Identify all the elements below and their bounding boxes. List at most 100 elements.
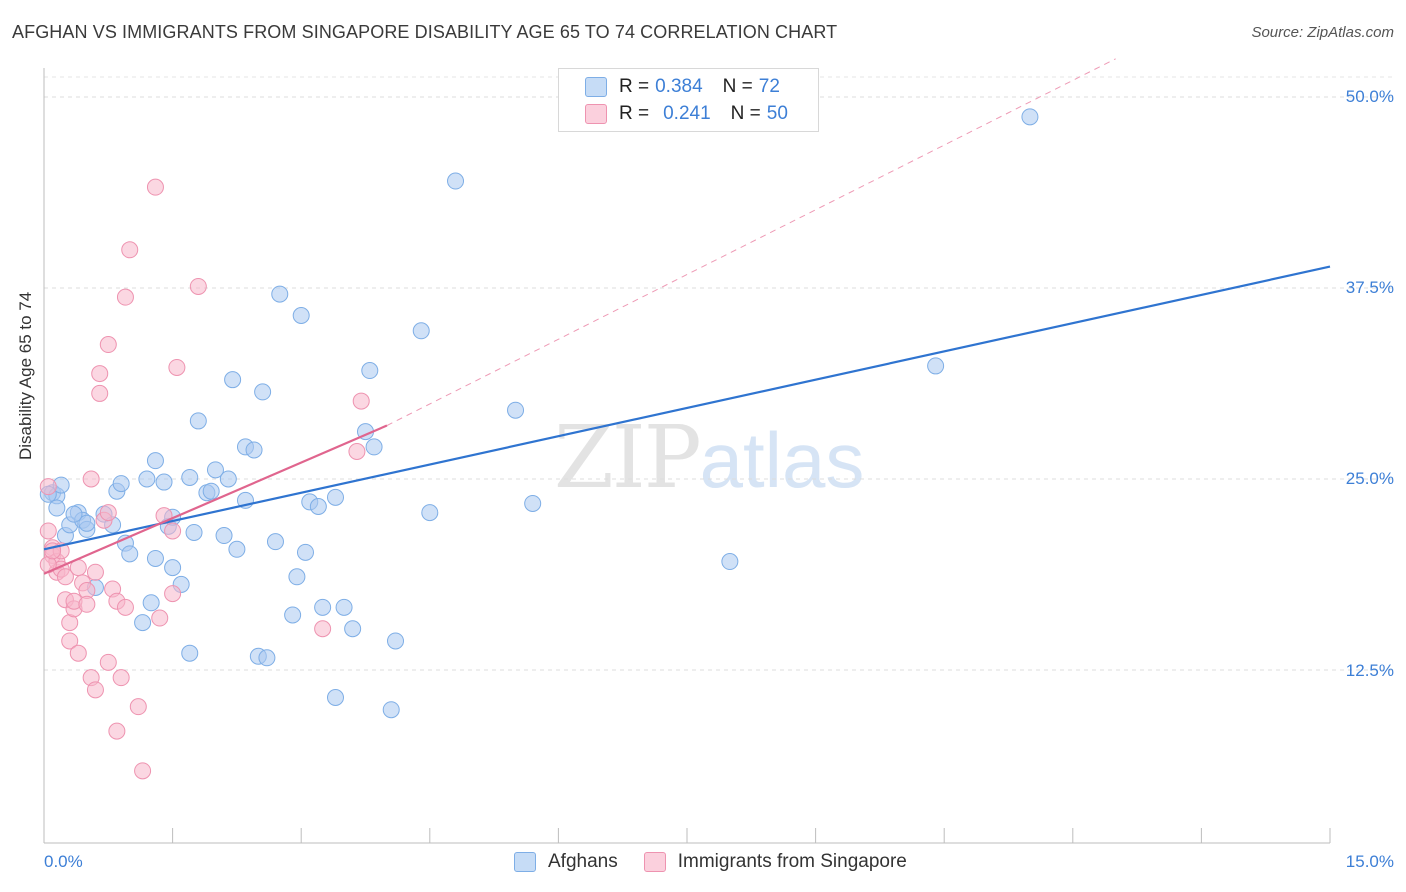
point-afghans <box>284 606 302 624</box>
point-afghans <box>1021 108 1039 126</box>
r-label: R = <box>619 76 650 97</box>
point-afghans <box>421 504 439 522</box>
point-afghans <box>134 614 152 632</box>
n-label: N = <box>722 76 753 97</box>
r-value: 0.241 <box>663 103 711 124</box>
point-afghans <box>219 470 237 488</box>
point-afghans <box>365 438 383 456</box>
y-tick-label: 50.0% <box>1345 87 1394 106</box>
point-afghans <box>721 553 739 571</box>
legend-label-singapore: Immigrants from Singapore <box>677 851 907 872</box>
n-label: N = <box>730 103 761 124</box>
point-afghans <box>228 540 246 558</box>
stats-row-afghans: R = 0.384 N = 72 <box>585 74 780 100</box>
point-afghans <box>507 401 525 419</box>
point-singapore <box>121 241 139 259</box>
point-afghans <box>202 482 220 500</box>
legend-label-afghans: Afghans <box>548 851 618 872</box>
point-afghans <box>382 701 400 719</box>
watermark: ZIPatlas <box>554 408 864 508</box>
point-afghans <box>296 543 314 561</box>
point-afghans <box>292 307 310 325</box>
point-singapore <box>99 504 117 522</box>
point-afghans <box>266 533 284 551</box>
point-singapore <box>314 620 332 638</box>
point-afghans <box>927 357 945 375</box>
legend-swatch-singapore <box>643 852 666 872</box>
point-singapore <box>108 722 126 740</box>
point-singapore <box>86 563 104 581</box>
point-afghans <box>258 649 276 667</box>
n-value: 72 <box>758 76 780 97</box>
point-afghans <box>271 285 289 303</box>
point-afghans <box>146 452 164 470</box>
point-afghans <box>181 644 199 662</box>
point-afghans <box>185 523 203 541</box>
n-value: 50 <box>766 103 788 124</box>
point-singapore <box>164 522 182 540</box>
point-singapore <box>69 644 87 662</box>
legend: Afghans Immigrants from Singapore <box>514 851 933 873</box>
stats-row-singapore: R = 0.241 N = 50 <box>585 101 788 127</box>
point-afghans <box>361 362 379 380</box>
point-afghans <box>146 549 164 567</box>
point-singapore <box>151 609 169 627</box>
point-afghans <box>387 632 405 650</box>
r-value: 0.384 <box>655 76 703 97</box>
point-singapore <box>134 762 152 780</box>
x-tick-label: 0.0% <box>44 852 83 871</box>
point-singapore <box>39 478 57 496</box>
point-singapore <box>56 568 74 586</box>
point-afghans <box>189 412 207 430</box>
point-afghans <box>48 499 66 517</box>
point-singapore <box>86 681 104 699</box>
point-singapore <box>99 336 117 354</box>
point-singapore <box>91 384 109 402</box>
point-afghans <box>524 494 542 512</box>
point-singapore <box>91 365 109 383</box>
watermark-zip: ZIP <box>554 408 702 508</box>
y-tick-label: 25.0% <box>1345 469 1394 488</box>
point-singapore <box>82 470 100 488</box>
point-singapore <box>348 442 366 460</box>
point-afghans <box>138 470 156 488</box>
point-singapore <box>116 598 134 616</box>
point-singapore <box>112 669 130 687</box>
point-afghans <box>412 322 430 340</box>
point-afghans <box>142 594 160 612</box>
trend-line-singapore <box>43 424 388 575</box>
y-axis-label: Disability Age 65 to 74 <box>16 291 35 460</box>
point-afghans <box>181 468 199 486</box>
point-singapore <box>352 392 370 410</box>
point-singapore <box>99 653 117 671</box>
point-afghans <box>447 172 465 190</box>
point-afghans <box>112 475 130 493</box>
point-singapore <box>61 632 79 650</box>
point-afghans <box>65 505 83 523</box>
stats-box: R = 0.384 N = 72 R = 0.241 N = 50 <box>558 68 819 132</box>
point-singapore <box>164 585 182 603</box>
point-singapore <box>39 522 57 540</box>
x-tick-label: 15.0% <box>1345 852 1394 871</box>
trend-line-afghans <box>43 265 1331 551</box>
chart-title: AFGHAN VS IMMIGRANTS FROM SINGAPORE DISA… <box>12 22 838 42</box>
source-label: Source: ZipAtlas.com <box>1251 24 1394 41</box>
legend-swatch-afghans <box>514 852 536 872</box>
point-afghans <box>314 598 332 616</box>
point-singapore <box>129 698 147 716</box>
y-tick-label: 37.5% <box>1345 278 1394 297</box>
point-afghans <box>78 514 96 532</box>
legend-item-afghans: Afghans <box>514 851 618 873</box>
stats-swatch-afghans <box>585 77 607 97</box>
point-afghans <box>335 598 353 616</box>
point-afghans <box>326 689 344 707</box>
r-label: R = <box>619 103 650 124</box>
point-singapore <box>78 595 96 613</box>
point-afghans <box>245 441 263 459</box>
point-afghans <box>155 473 173 491</box>
point-afghans <box>224 371 242 389</box>
point-afghans <box>344 620 362 638</box>
point-singapore <box>146 178 164 196</box>
point-singapore <box>189 277 207 295</box>
